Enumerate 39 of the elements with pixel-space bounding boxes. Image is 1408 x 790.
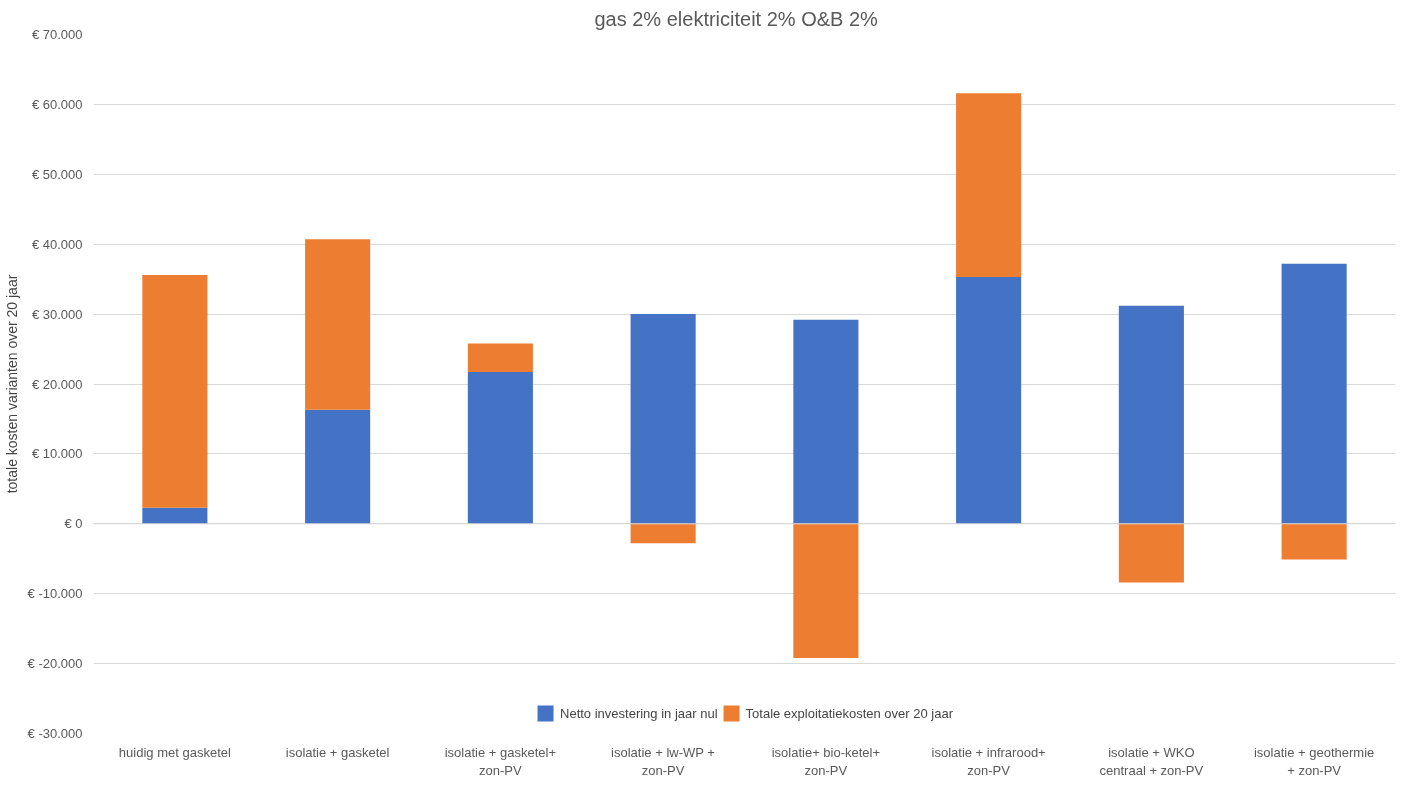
bar [467,372,533,524]
x-tick-label: huidig met gasketel [118,744,231,760]
legend-label: Netto investering in jaar nul [560,705,718,721]
y-tick-label: € 60.000 [31,96,83,112]
bar [793,523,859,659]
y-tick-label: € 10.000 [31,446,83,462]
legend-label: Totale exploitatiekosten over 20 jaar [745,705,953,721]
y-tick-label: € 70.000 [31,27,83,42]
bar [956,277,1022,524]
y-tick-label: € 20.000 [31,376,83,392]
bar [1118,305,1184,524]
y-tick-label: € -10.000 [27,586,83,602]
bar [305,409,371,524]
chart-title: gas 2% elektriciteit 2% O&B 2% [594,7,879,30]
bar [956,93,1022,278]
x-tick-label: isolatie + gasketel [285,744,390,760]
y-tick-label: € 50.000 [31,166,83,182]
x-tick-label: isolatie+ bio-ketel+ zon-PV [771,744,881,778]
y-tick-label: € 0 [64,516,83,532]
bar [793,319,859,524]
x-tick-label: isolatie + gasketel+ zon-PV [444,744,557,778]
y-tick-label: € 30.000 [31,306,83,322]
bar [1118,523,1184,583]
y-axis-title: totale kosten varianten over 20 jaar [3,274,20,494]
x-tick-label: isolatie + lw-WP + zon-PV [611,744,715,778]
bar [142,274,208,508]
bar [1281,523,1347,560]
y-tick-label: € 40.000 [31,236,83,252]
y-tick-label: € -20.000 [27,656,83,672]
y-tick-label: € -30.000 [27,726,83,741]
x-tick-label: isolatie + infrarood+ zon-PV [931,744,1046,778]
bar [142,507,208,524]
bar [305,239,371,410]
bar [1281,263,1347,524]
bar [630,523,696,544]
bar [467,343,533,373]
x-tick-label: isolatie + geothermie + zon-PV [1253,744,1375,778]
x-tick-label: isolatie + WKO centraal + zon-PV [1099,744,1204,778]
bar [630,314,696,524]
